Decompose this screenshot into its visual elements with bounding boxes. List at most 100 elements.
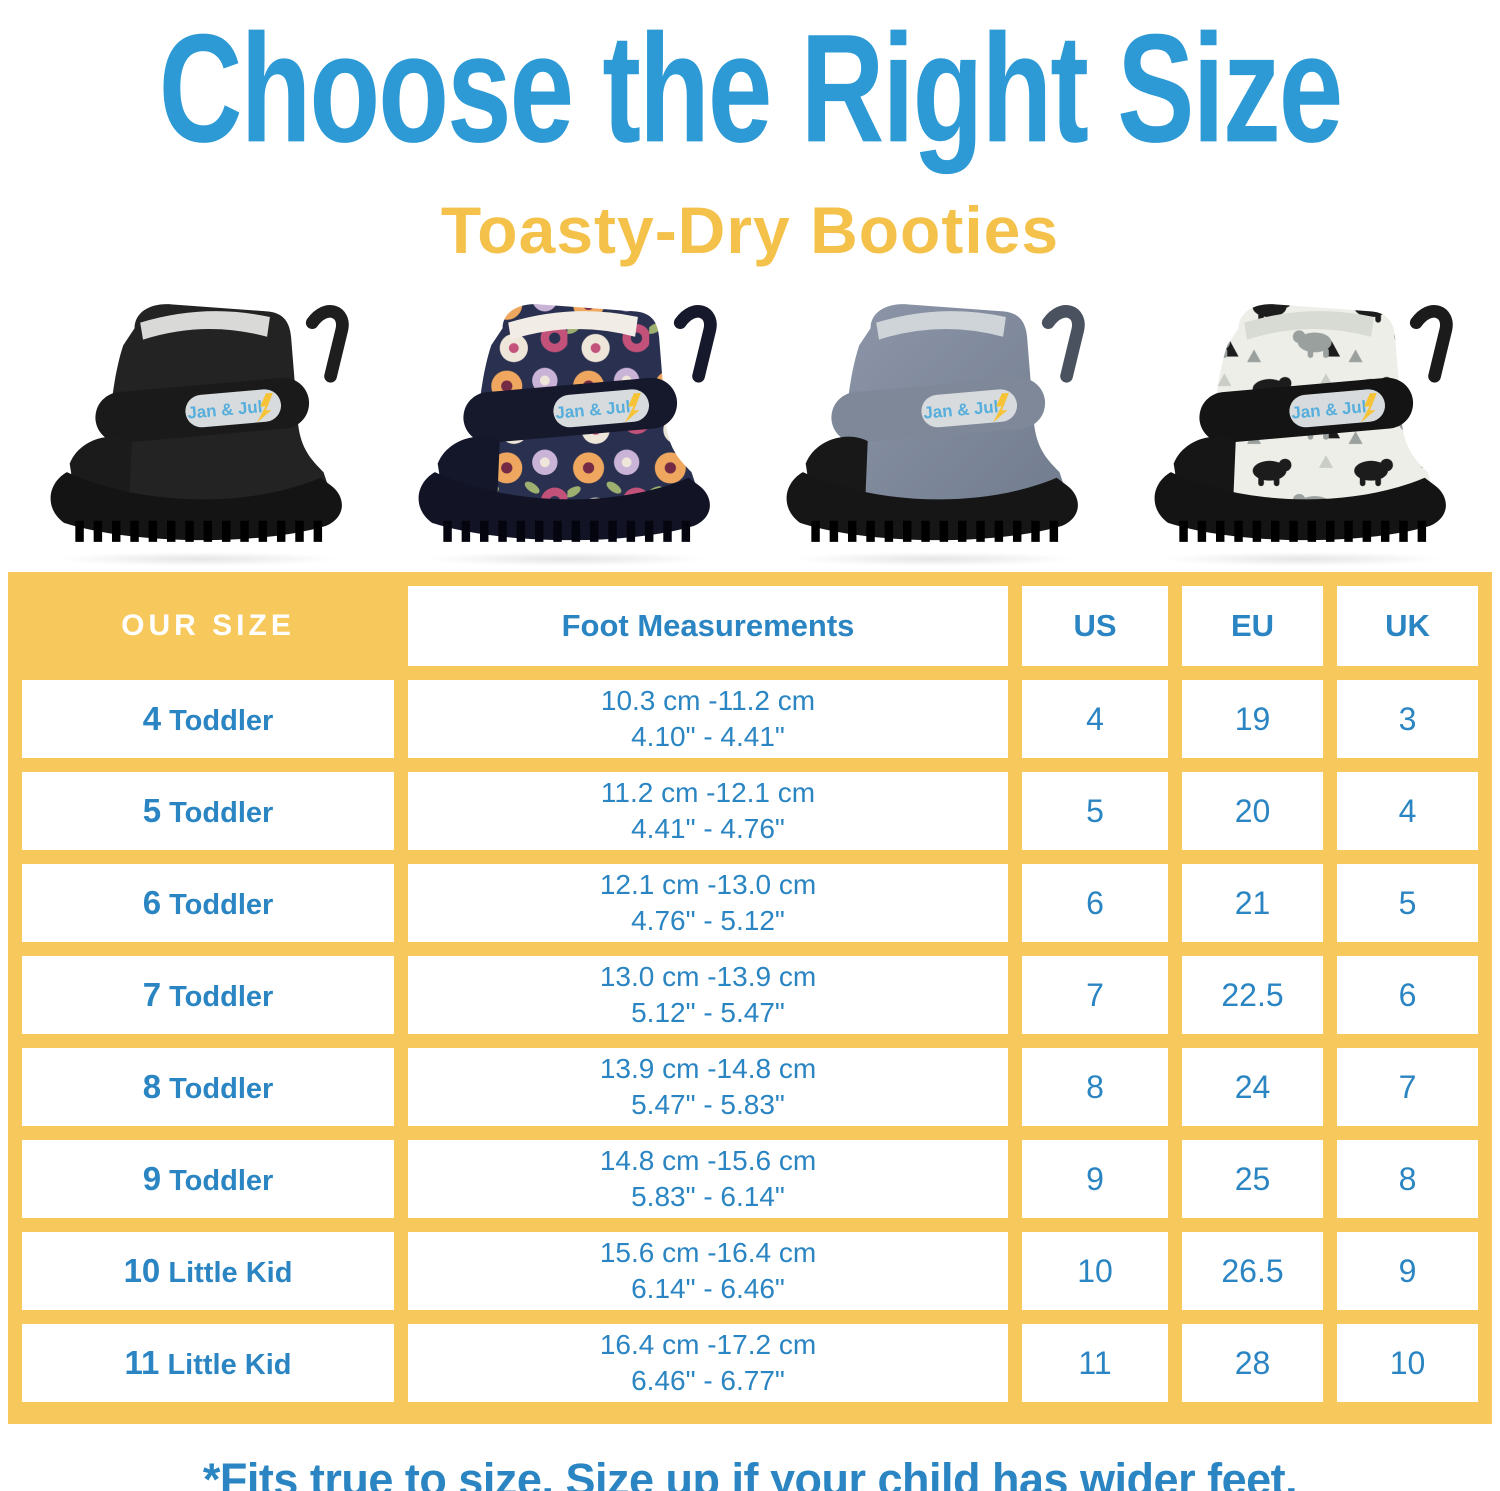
- floral-bootie-image: Jan & Jul: [418, 304, 717, 542]
- uk-size-cell: 8: [1337, 1140, 1478, 1218]
- fit-footnote: *Fits true to size. Size up if your chil…: [202, 1454, 1298, 1491]
- uk-size-cell: 4: [1337, 772, 1478, 850]
- boot-shadow: [1159, 552, 1445, 566]
- size-number: 4: [142, 700, 162, 737]
- product-photos-row: Jan & Jul Jan & Jul: [0, 276, 1500, 568]
- eu-size-cell: 25: [1182, 1140, 1323, 1218]
- page-header: Choose the Right Size: [0, 0, 1500, 190]
- size-cell: 11 Little Kid: [22, 1324, 394, 1402]
- lightning-bolt-icon: [1361, 392, 1377, 423]
- eu-size-cell: 28: [1182, 1324, 1323, 1402]
- size-label: Toddler: [169, 705, 274, 737]
- measurement-cm: 16.4 cm -17.2 cm: [599, 1328, 817, 1360]
- us-size-cell: 4: [1022, 680, 1168, 758]
- measurement-cm: 13.0 cm -13.9 cm: [599, 960, 817, 992]
- measurement-inches: 5.47" - 5.83": [631, 1089, 785, 1120]
- size-cell: 7 Toddler: [22, 956, 394, 1034]
- column-header-eu: EU: [1182, 586, 1323, 666]
- bear-bootie-photo: Jan & Jul: [1132, 286, 1472, 568]
- uk-size-cell: 5: [1337, 864, 1478, 942]
- measurement-inches: 6.14" - 6.46": [631, 1273, 785, 1304]
- size-cell: 9 Toddler: [22, 1140, 394, 1218]
- table-row: 11 Little Kid 16.4 cm -17.2 cm 6.46" - 6…: [22, 1324, 1478, 1402]
- uk-size-cell: 6: [1337, 956, 1478, 1034]
- eu-size-cell: 20: [1182, 772, 1323, 850]
- size-table: OUR SIZE Foot Measurements US EU UK 4 To…: [8, 572, 1492, 1424]
- size-cell: 4 Toddler: [22, 680, 394, 758]
- product-subtitle: Toasty-Dry Booties: [440, 193, 1060, 267]
- eu-size-cell: 19: [1182, 680, 1323, 758]
- lightning-bolt-icon: [257, 392, 273, 423]
- brand-label: [1289, 389, 1386, 428]
- measurement-inches: 5.83" - 6.14": [631, 1181, 785, 1212]
- size-label: Toddler: [169, 1165, 274, 1197]
- size-table-body: 4 Toddler 10.3 cm -11.2 cm 4.10" - 4.41"…: [22, 680, 1478, 1402]
- brand-label: [553, 389, 650, 428]
- table-row: 8 Toddler 13.9 cm -14.8 cm 5.47" - 5.83"…: [22, 1048, 1478, 1126]
- measurement-cell: 15.6 cm -16.4 cm 6.14" - 6.46": [408, 1232, 1008, 1310]
- bear-bootie-image: Jan & Jul: [1154, 304, 1453, 542]
- measurement-inches: 4.41" - 4.76": [631, 813, 785, 844]
- measurement-cell: 16.4 cm -17.2 cm 6.46" - 6.77": [408, 1324, 1008, 1402]
- size-label: Toddler: [169, 889, 274, 921]
- black-bootie-photo: Jan & Jul: [28, 286, 368, 568]
- column-header-us: US: [1022, 586, 1168, 666]
- uk-size-cell: 3: [1337, 680, 1478, 758]
- size-cell: 8 Toddler: [22, 1048, 394, 1126]
- measurement-cell: 12.1 cm -13.0 cm 4.76" - 5.12": [408, 864, 1008, 942]
- table-row: 5 Toddler 11.2 cm -12.1 cm 4.41" - 4.76"…: [22, 772, 1478, 850]
- measurement-cm: 11.2 cm -12.1 cm: [600, 776, 816, 808]
- lightning-bolt-icon: [993, 392, 1009, 423]
- measurement-inches: 5.12" - 5.47": [631, 997, 785, 1028]
- size-cell: 10 Little Kid: [22, 1232, 394, 1310]
- us-size-cell: 10: [1022, 1232, 1168, 1310]
- boot-shadow: [55, 552, 341, 566]
- column-header-uk: UK: [1337, 586, 1478, 666]
- eu-size-cell: 24: [1182, 1048, 1323, 1126]
- uk-size-cell: 9: [1337, 1232, 1478, 1310]
- us-size-cell: 7: [1022, 956, 1168, 1034]
- size-label: Toddler: [169, 1073, 274, 1105]
- table-row: 9 Toddler 14.8 cm -15.6 cm 5.83" - 6.14"…: [22, 1140, 1478, 1218]
- brand-label: [185, 389, 282, 428]
- column-header-our-size: OUR SIZE: [22, 586, 394, 666]
- measurement-cell: 13.9 cm -14.8 cm 5.47" - 5.83": [408, 1048, 1008, 1126]
- floral-bootie-photo: Jan & Jul: [396, 286, 736, 568]
- size-cell: 5 Toddler: [22, 772, 394, 850]
- column-header-foot-measurements: Foot Measurements: [408, 586, 1008, 666]
- measurement-cm: 12.1 cm -13.0 cm: [599, 868, 817, 900]
- size-number: 11: [124, 1344, 160, 1381]
- us-size-cell: 8: [1022, 1048, 1168, 1126]
- uk-size-cell: 7: [1337, 1048, 1478, 1126]
- measurement-cell: 10.3 cm -11.2 cm 4.10" - 4.41": [408, 680, 1008, 758]
- size-number: 5: [142, 792, 162, 829]
- size-number: 7: [142, 976, 162, 1013]
- grey-bootie-image: Jan & Jul: [786, 304, 1085, 542]
- measurement-inches: 6.46" - 6.77": [631, 1365, 785, 1396]
- measurement-cm: 14.8 cm -15.6 cm: [599, 1144, 817, 1176]
- measurement-cm: 13.9 cm -14.8 cm: [599, 1052, 817, 1084]
- size-number: 6: [142, 884, 162, 921]
- eu-size-cell: 21: [1182, 864, 1323, 942]
- brand-label: [921, 389, 1018, 428]
- eu-size-cell: 26.5: [1182, 1232, 1323, 1310]
- size-number: 10: [123, 1252, 161, 1289]
- page-title: Choose the Right Size: [158, 1, 1344, 175]
- uk-size-cell: 10: [1337, 1324, 1478, 1402]
- measurement-cell: 11.2 cm -12.1 cm 4.41" - 4.76": [408, 772, 1008, 850]
- size-label: Little Kid: [167, 1349, 292, 1381]
- size-label: Toddler: [169, 797, 274, 829]
- us-size-cell: 6: [1022, 864, 1168, 942]
- table-row: 7 Toddler 13.0 cm -13.9 cm 5.12" - 5.47"…: [22, 956, 1478, 1034]
- lightning-bolt-icon: [625, 392, 641, 423]
- boot-shadow: [791, 552, 1077, 566]
- measurement-cell: 13.0 cm -13.9 cm 5.12" - 5.47": [408, 956, 1008, 1034]
- table-row: 10 Little Kid 15.6 cm -16.4 cm 6.14" - 6…: [22, 1232, 1478, 1310]
- size-number: 9: [142, 1160, 162, 1197]
- grey-bootie-photo: Jan & Jul: [764, 286, 1104, 568]
- measurement-inches: 4.76" - 5.12": [631, 905, 785, 936]
- black-bootie-image: Jan & Jul: [50, 304, 349, 542]
- table-header-row: OUR SIZE Foot Measurements US EU UK: [22, 586, 1478, 666]
- size-label: Little Kid: [168, 1257, 293, 1289]
